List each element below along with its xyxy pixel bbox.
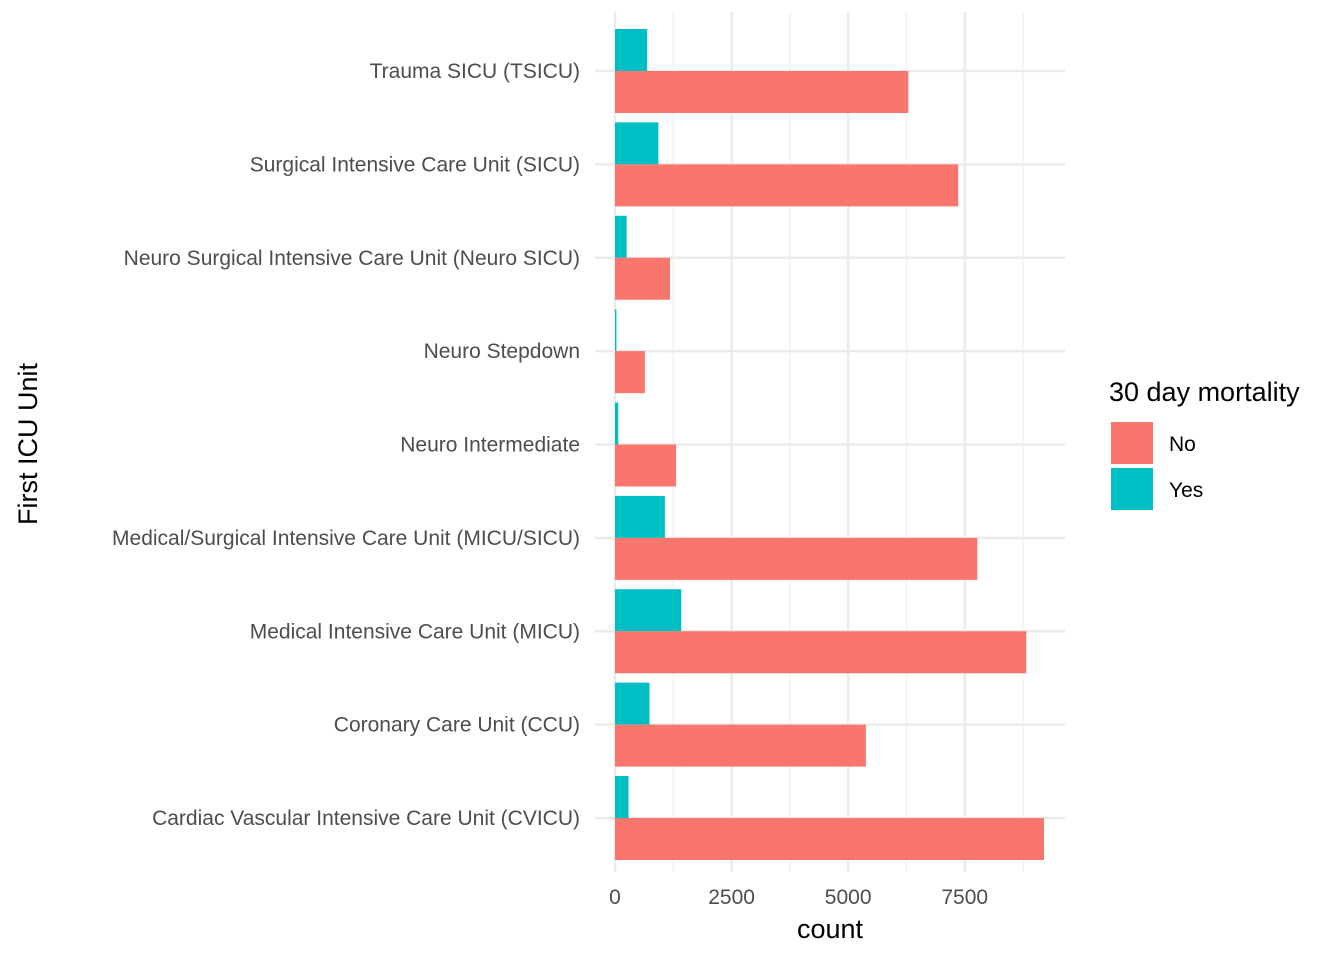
bar-no [615,257,671,300]
y-tick-label: Cardiac Vascular Intensive Care Unit (CV… [152,807,580,830]
legend: 30 day mortality No Yes [1109,377,1300,510]
bars [615,29,1045,860]
x-axis-title: count [797,914,864,944]
y-tick-label: Neuro Stepdown [424,340,580,363]
bar-yes [615,309,617,352]
legend-swatch [1111,468,1153,510]
bar-no [615,724,866,767]
x-tick-labels: 0 2500 5000 7500 [609,886,988,909]
bar-no [615,818,1045,860]
bar-no [615,631,1027,674]
bar-yes [615,122,659,165]
bar-yes [615,29,648,71]
bar-yes [615,682,650,725]
x-tick-label: 2500 [708,886,755,909]
bar-yes [615,402,619,445]
y-tick-label: Coronary Care Unit (CCU) [334,714,580,737]
x-tick-label: 0 [609,886,621,909]
bar-yes [615,589,682,632]
legend-label: No [1169,433,1196,456]
bar-yes [615,776,629,818]
legend-swatch [1111,422,1153,464]
legend-title: 30 day mortality [1109,377,1300,407]
legend-items: No Yes [1111,422,1203,510]
bar-no [615,444,677,487]
bar-no [615,351,645,394]
y-tick-labels: Cardiac Vascular Intensive Care Unit (CV… [112,60,580,830]
y-tick-label: Medical/Surgical Intensive Care Unit (MI… [112,527,580,550]
y-tick-label: Medical Intensive Care Unit (MICU) [250,620,580,643]
y-axis-title: First ICU Unit [13,363,43,525]
legend-label: Yes [1169,479,1203,502]
y-tick-label: Trauma SICU (TSICU) [370,60,580,83]
x-tick-label: 5000 [825,886,872,909]
bar-no [615,164,959,207]
y-tick-label: Neuro Intermediate [400,434,580,457]
bar-no [615,537,978,580]
bar-no [615,71,909,113]
y-tick-label: Surgical Intensive Care Unit (SICU) [250,153,580,176]
y-tick-label: Neuro Surgical Intensive Care Unit (Neur… [124,247,580,270]
x-tick-label: 7500 [941,886,988,909]
bar-yes [615,495,665,538]
bar-yes [615,215,627,258]
